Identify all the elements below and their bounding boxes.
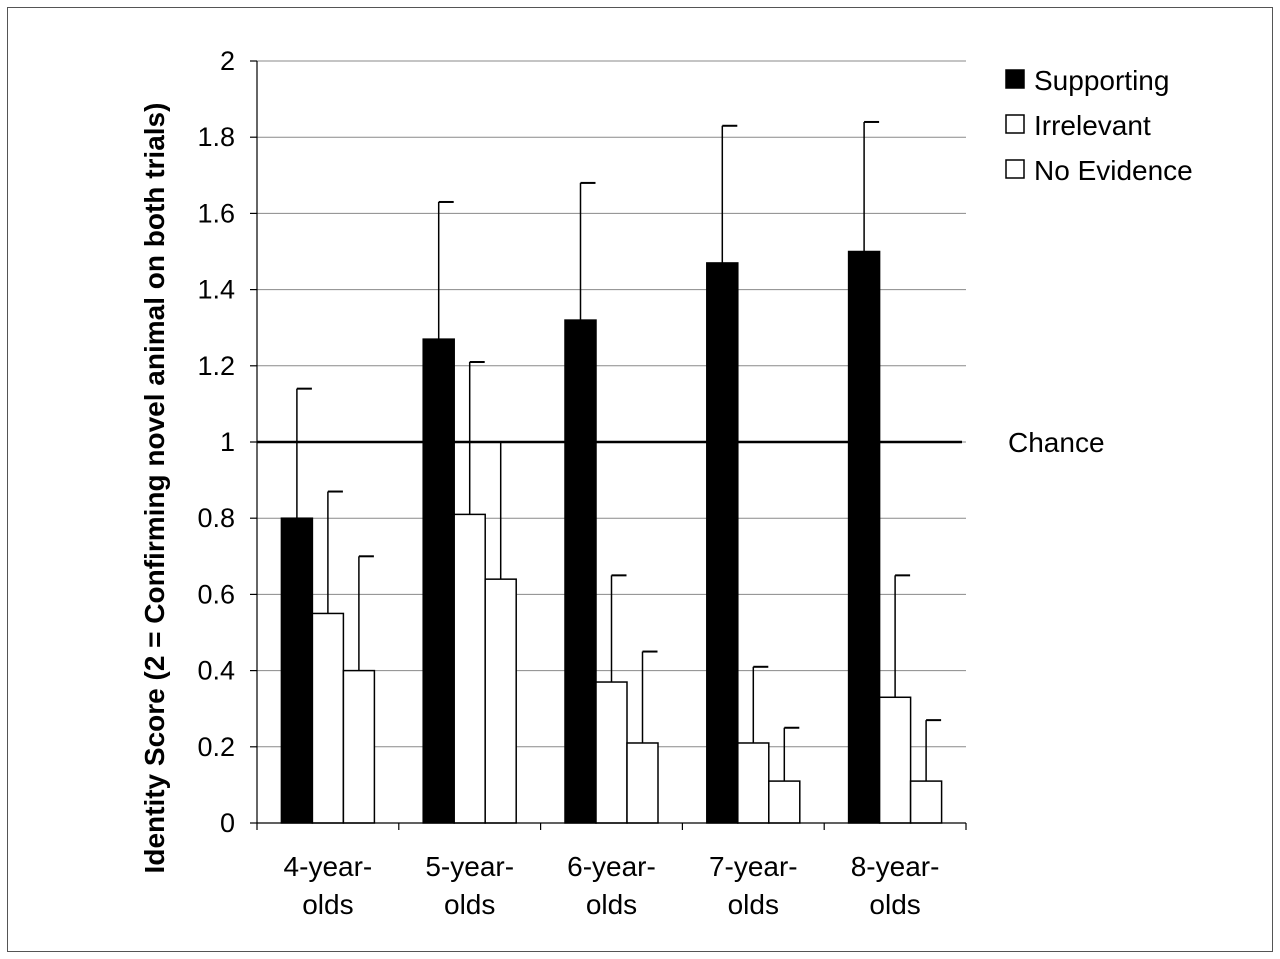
chance-label: Chance [1008, 427, 1105, 458]
x-category-label: olds [444, 889, 495, 920]
x-category-label: olds [869, 889, 920, 920]
reference-line-group: Chance [257, 427, 1105, 458]
bar [706, 262, 739, 824]
legend: Supporting Irrelevant No Evidence [1005, 65, 1193, 186]
y-tick-label: 1.8 [197, 122, 235, 152]
bar [453, 513, 486, 824]
y-tick-labels: 0 0.2 0.4 0.6 0.8 1 1.2 1.4 1.6 1.8 2 [197, 46, 235, 838]
bar [878, 696, 912, 824]
legend-swatch [1005, 69, 1025, 89]
bars [280, 250, 943, 824]
legend-label: Supporting [1034, 65, 1169, 96]
y-tick-label: 0.2 [197, 732, 235, 762]
x-category-label: 6-year- [567, 851, 656, 882]
bar [280, 517, 314, 824]
error-bars [296, 120, 942, 782]
y-tick-label: 0.4 [197, 656, 235, 686]
bar [595, 681, 628, 824]
y-tick-label: 1.2 [197, 351, 235, 381]
y-axis-label: Identity Score (2 = Confirming novel ani… [139, 103, 170, 874]
x-category-label: olds [302, 889, 353, 920]
y-tick-label: 0 [220, 808, 235, 838]
y-tick-label: 0.6 [197, 579, 235, 609]
y-tick-label: 2 [220, 46, 235, 76]
bar [737, 742, 770, 824]
y-tick-label: 1.4 [197, 275, 235, 305]
legend-swatch [1005, 114, 1025, 134]
bar [847, 250, 881, 824]
x-category-label: 4-year- [284, 851, 373, 882]
legend-label: Irrelevant [1034, 110, 1151, 141]
bar [626, 742, 659, 824]
bar [564, 319, 597, 824]
bar [342, 669, 376, 824]
x-category-labels: 4-year-olds 5-year-olds 6-year-olds 7-year-… [284, 851, 940, 920]
y-tick-label: 1 [220, 427, 235, 457]
y-tick-label: 0.8 [197, 503, 235, 533]
bar [909, 780, 943, 824]
bar [768, 780, 801, 824]
bar [422, 338, 455, 824]
x-category-label: 8-year- [851, 851, 940, 882]
axes [256, 61, 967, 830]
legend-label: No Evidence [1034, 155, 1193, 186]
bar [311, 612, 345, 824]
x-category-label: 7-year- [709, 851, 798, 882]
x-category-label: olds [586, 889, 637, 920]
y-tick-label: 1.6 [197, 198, 235, 228]
x-category-label: olds [728, 889, 779, 920]
bar [484, 578, 517, 824]
x-category-label: 5-year- [425, 851, 514, 882]
legend-swatch [1005, 159, 1025, 179]
